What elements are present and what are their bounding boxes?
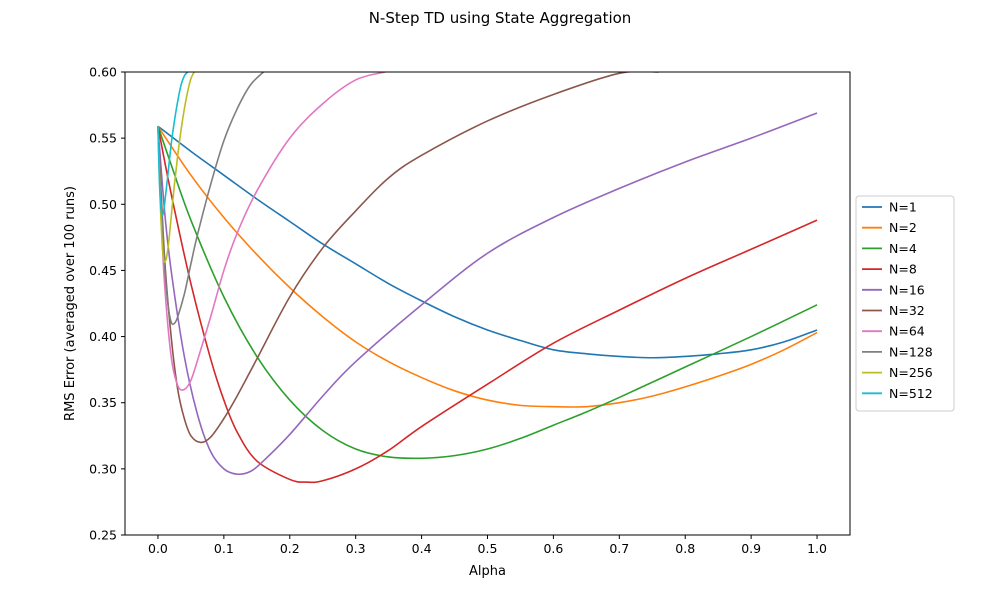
legend: N=1 N=2 N=4 N=8 N=16 N=32 N=64 N=128 N=256 N=512	[855, 195, 955, 412]
y-tick-label: 0.40	[89, 329, 117, 344]
legend-label: N=512	[889, 386, 933, 401]
series-line-n-128	[157, 72, 264, 326]
y-tick-label: 0.30	[89, 461, 117, 476]
y-tick-label: 0.35	[89, 395, 117, 410]
x-tick-label: 0.1	[214, 541, 234, 556]
x-tick-label: 0.6	[543, 541, 563, 556]
x-tick-label: 0.0	[148, 541, 168, 556]
legend-label: N=64	[889, 324, 925, 339]
series-line-n-64	[157, 72, 386, 391]
x-axis-label: Alpha	[469, 564, 506, 579]
y-tick-label: 0.25	[89, 528, 117, 543]
x-tick-label: 0.2	[280, 541, 300, 556]
y-tick-label: 0.45	[89, 263, 117, 278]
x-tick-label: 0.7	[609, 541, 629, 556]
legend-label: N=2	[889, 220, 917, 235]
x-axis: 0.0 0.1 0.2 0.3 0.4 0.5 0.6 0.7 0.8 0.9 1.0	[148, 535, 827, 556]
legend-label: N=16	[889, 282, 925, 297]
series-layer	[157, 72, 818, 484]
y-tick-label: 0.55	[89, 131, 117, 146]
y-axis-label: RMS Error (averaged over 100 runs)	[63, 186, 78, 421]
x-tick-label: 0.4	[412, 541, 432, 556]
legend-label: N=128	[889, 344, 933, 359]
legend-label: N=32	[889, 303, 925, 318]
legend-box	[855, 195, 955, 412]
legend-label: N=256	[889, 365, 933, 380]
series-line-n-1	[157, 125, 818, 359]
y-tick-label: 0.60	[89, 65, 117, 80]
x-tick-label: 0.8	[675, 541, 695, 556]
x-tick-label: 0.9	[741, 541, 761, 556]
series-line-n-2	[157, 125, 818, 408]
x-tick-label: 1.0	[807, 541, 827, 556]
y-tick-label: 0.50	[89, 197, 117, 212]
series-line-n-16	[157, 112, 818, 476]
x-tick-label: 0.3	[346, 541, 366, 556]
series-line-n-8	[157, 126, 818, 484]
series-line-n-512	[157, 72, 189, 217]
chart-title: N-Step TD using State Aggregation	[369, 9, 632, 27]
legend-label: N=1	[889, 200, 917, 215]
legend-label: N=4	[889, 241, 917, 256]
y-axis: 0.25 0.30 0.35 0.40 0.45 0.50 0.55 0.60	[89, 65, 125, 543]
x-tick-label: 0.5	[478, 541, 498, 556]
series-line-n-256	[157, 72, 195, 264]
series-line-n-4	[157, 125, 818, 460]
legend-label: N=8	[889, 262, 917, 277]
